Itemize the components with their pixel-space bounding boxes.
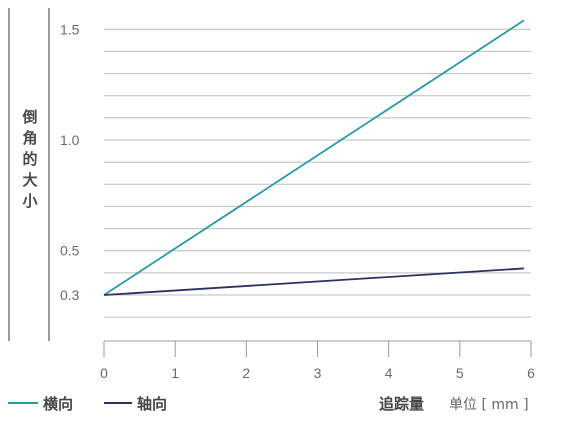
x-tick-label: 4 [385,365,393,381]
x-tick-label: 6 [527,365,535,381]
x-tick-label: 1 [171,365,179,381]
y-axis-title-char: 大 [22,171,37,189]
gridlines [104,28,531,318]
y-tick-label: 1.0 [60,132,80,148]
legend: 横向 轴向 [8,395,167,413]
legend-label-axial: 轴向 [137,395,167,413]
series-line-axial [103,267,524,296]
x-tick-label: 0 [100,365,108,381]
y-tick-label: 1.5 [60,21,80,37]
x-axis-title: 追踪量 [379,395,424,413]
y-axis-title-char: 倒 [21,108,37,126]
y-tick-label: 0.5 [60,243,80,259]
y-axis-title-char: 角 [22,129,37,147]
legend-label-lateral: 横向 [43,395,73,413]
x-axis-unit: 单位 [ mm ] [449,397,529,413]
x-tick-label: 2 [242,365,250,381]
series-lines [103,19,525,296]
y-tick-labels: 0.3 0.5 1.0 1.5 [60,21,80,303]
x-tick-label: 5 [456,365,464,381]
y-axis-title-char: 的 [22,150,37,168]
series-line-lateral [103,19,525,296]
x-tick-labels: 0 1 2 3 4 5 6 [100,341,535,381]
y-tick-label: 0.3 [60,287,80,303]
x-tick-label: 3 [314,365,322,381]
y-axis-title-char: 小 [22,192,37,210]
